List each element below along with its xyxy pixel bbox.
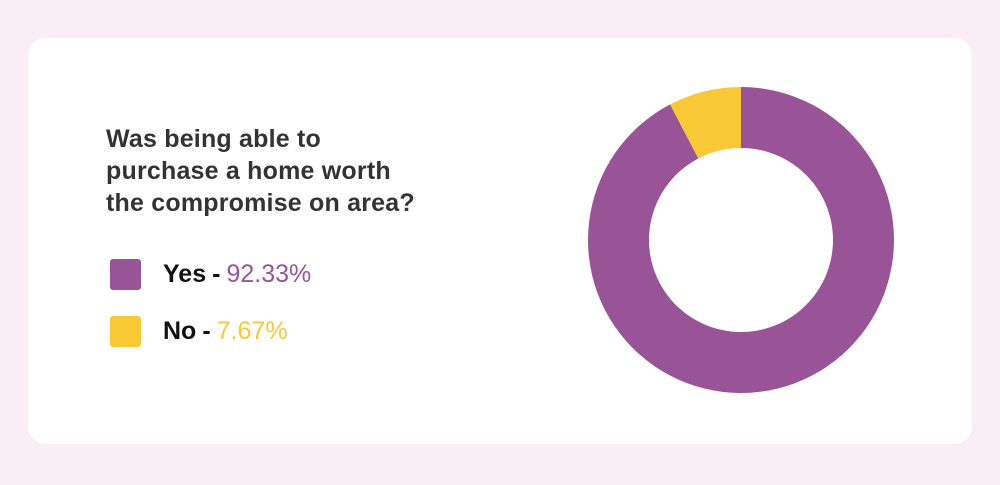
legend-swatch-yes — [110, 258, 141, 290]
legend-label-no: No — [163, 316, 197, 345]
donut-slice-no — [670, 87, 741, 159]
legend-value-no: 7.67% — [216, 316, 288, 345]
chart-card — [28, 38, 972, 444]
question-line-3: the compromise on area? — [106, 189, 415, 217]
legend-separator-yes: - — [212, 259, 221, 288]
legend-item-no: No - 7.67% — [110, 315, 288, 347]
chart-question: Was being able to purchase a home worth … — [106, 123, 446, 219]
donut-chart — [588, 87, 894, 393]
legend-value-yes: 92.33% — [226, 259, 312, 288]
question-line-2: purchase a home worth — [106, 157, 391, 185]
donut-slice-yes — [588, 87, 894, 393]
legend-swatch-no — [110, 315, 141, 347]
question-line-1: Was being able to — [106, 125, 321, 153]
legend-item-yes: Yes - 92.33% — [110, 258, 311, 290]
legend-separator-no: - — [202, 316, 211, 345]
legend-label-yes: Yes — [163, 259, 207, 288]
